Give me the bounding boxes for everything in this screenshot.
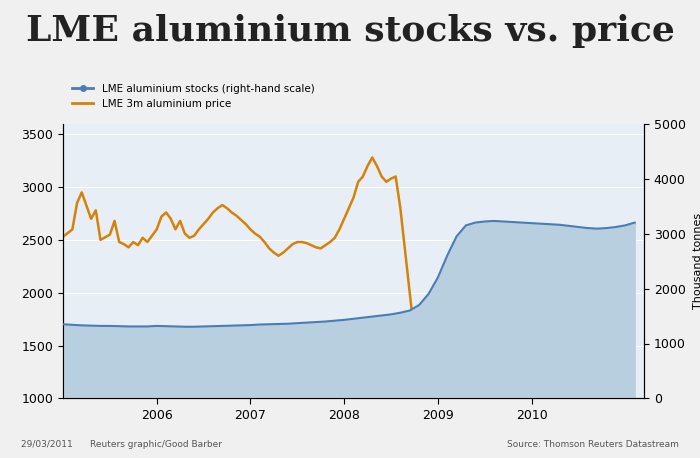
Text: Source: Thomson Reuters Datastream: Source: Thomson Reuters Datastream bbox=[507, 440, 679, 449]
Text: 29/03/2011      Reuters graphic/Good Barber: 29/03/2011 Reuters graphic/Good Barber bbox=[21, 440, 222, 449]
Y-axis label: Thousand tonnes: Thousand tonnes bbox=[693, 213, 700, 309]
Text: LME aluminium stocks vs. price: LME aluminium stocks vs. price bbox=[26, 14, 674, 48]
Legend: LME aluminium stocks (right-hand scale), LME 3m aluminium price: LME aluminium stocks (right-hand scale),… bbox=[68, 79, 318, 113]
